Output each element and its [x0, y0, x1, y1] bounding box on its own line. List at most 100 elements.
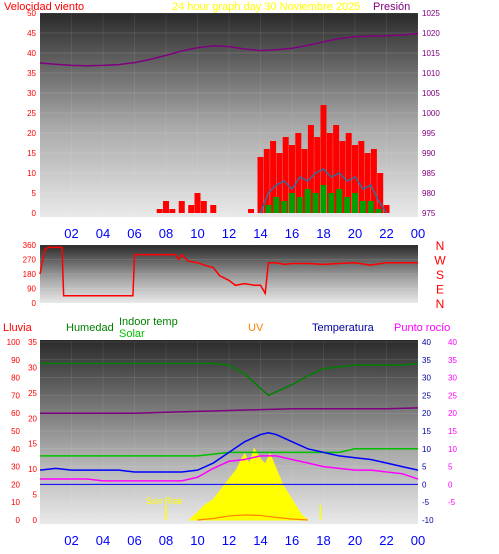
wind-green-bar-4	[289, 193, 295, 213]
gust-bar-29	[383, 205, 390, 213]
gust-bar-1	[163, 201, 169, 213]
gust-bar-14	[289, 145, 295, 213]
humidity-line	[40, 362, 419, 397]
hour-tick-bottom-16: 16	[285, 533, 299, 548]
wind-green-bar-1	[265, 205, 272, 213]
gust-bar-19	[320, 105, 327, 213]
hour-tick-bottom-02: 02	[64, 533, 78, 548]
pressure-line	[39, 32, 419, 67]
gust-bar-24	[352, 145, 358, 213]
gust-bar-21	[333, 125, 340, 213]
gust-bar-15	[295, 133, 302, 213]
wind-green-bar-6	[304, 189, 311, 213]
rain-tick-10: 10	[11, 498, 20, 507]
gust-bar-27	[370, 149, 377, 213]
gust-bar-2	[169, 209, 176, 213]
pressure-tick-1010: 1010	[422, 69, 440, 78]
temp-tick-30: 30	[422, 374, 431, 383]
gust-bar-20	[326, 133, 333, 213]
gust-bar-8	[248, 209, 255, 213]
rain-tick-20: 20	[11, 480, 20, 489]
dew-tick-40: 40	[448, 338, 457, 347]
hour-tick-bottom-14: 14	[253, 533, 267, 548]
pressure-tick-980: 980	[422, 189, 436, 198]
wind-green-bar-10	[336, 189, 343, 213]
dir-tick-360: 360	[23, 241, 37, 250]
rain-tick-30: 30	[11, 463, 20, 472]
pressure-tick-1020: 1020	[422, 29, 440, 38]
wind-tick-45: 45	[27, 29, 36, 38]
wind-green-bar-2	[273, 197, 280, 213]
temp-tick-5: 5	[422, 463, 427, 472]
solar-legend: Solar	[119, 328, 145, 340]
hour-tick-top-16: 16	[285, 226, 299, 241]
gust-bar-26	[364, 153, 371, 213]
compass-3: E	[436, 283, 444, 297]
hour-tick-bottom-00: 00	[411, 533, 425, 548]
hour-tick-top-20: 20	[348, 226, 362, 241]
solar-tick-20: 20	[28, 414, 37, 423]
rain-tick-40: 40	[11, 445, 20, 454]
wind-avg-line	[259, 168, 388, 214]
hour-tick-top-02: 02	[64, 226, 78, 241]
wind-tick-0: 0	[32, 209, 37, 218]
temperature-legend: Temperatura	[312, 322, 375, 334]
gust-bar-23	[345, 133, 352, 213]
pressure-tick-1015: 1015	[422, 49, 440, 58]
wind-tick-15: 15	[27, 149, 36, 158]
pressure-tick-995: 995	[422, 129, 436, 138]
pressure-tick-975: 975	[422, 209, 436, 218]
solar-tick-0: 0	[33, 516, 38, 525]
compass-1: W	[434, 254, 446, 268]
dir-tick-180: 180	[23, 270, 37, 279]
hour-tick-top-18: 18	[316, 226, 330, 241]
gust-bar-7	[210, 205, 217, 213]
solar-tick-15: 15	[28, 440, 37, 449]
gust-bar-16	[301, 149, 308, 213]
temp-tick-0: 0	[422, 480, 427, 489]
pressure-tick-985: 985	[422, 169, 436, 178]
wind-tick-20: 20	[27, 129, 36, 138]
temperature-line	[39, 432, 419, 473]
temp-tick-20: 20	[422, 409, 431, 418]
dir-tick-0: 0	[32, 299, 37, 308]
hour-tick-top-14: 14	[253, 226, 267, 241]
solar-tick-30: 30	[28, 363, 37, 372]
wind-green-bar-14	[367, 201, 374, 213]
wind-tick-50: 50	[27, 9, 36, 18]
rain-tick-80: 80	[11, 374, 20, 383]
wind-green-bar-9	[328, 193, 335, 213]
dew-tick-0: 0	[448, 480, 453, 489]
humidity-legend: Humedad	[66, 322, 114, 334]
rain-tick-70: 70	[11, 391, 20, 400]
gust-bar-3	[178, 201, 185, 213]
hour-tick-bottom-08: 08	[159, 533, 173, 548]
dew-tick-15: 15	[448, 427, 457, 436]
pressure-tick-1025: 1025	[422, 9, 440, 18]
indoor-legend: Indoor temp	[119, 316, 178, 328]
gust-bar-6	[200, 201, 207, 213]
hour-tick-bottom-22: 22	[379, 533, 393, 548]
temp-tick-40: 40	[422, 338, 431, 347]
solar-tick-5: 5	[33, 491, 38, 500]
wind-green-bar-13	[359, 201, 366, 213]
hour-tick-bottom-12: 12	[222, 533, 236, 548]
compass-2: S	[436, 268, 444, 282]
hour-tick-bottom-06: 06	[127, 533, 141, 548]
temp-tick-10: 10	[422, 445, 431, 454]
gust-bar-17	[307, 125, 314, 213]
gust-bar-28	[377, 173, 384, 213]
hour-tick-top-10: 10	[190, 226, 204, 241]
gust-bar-11	[270, 141, 277, 213]
temp-tick-35: 35	[422, 356, 431, 365]
wind-green-bar-11	[344, 197, 351, 213]
chart-title: 24 hour graph day 30 Noviembre 2025	[172, 1, 360, 13]
pressure-line-lower	[40, 407, 419, 414]
solar-tick-10: 10	[28, 465, 37, 474]
temp-tick-25: 25	[422, 391, 431, 400]
gust-bar-4	[188, 205, 195, 213]
uv-legend: UV	[248, 322, 264, 334]
dew-tick-5: 5	[448, 463, 453, 472]
pressure-tick-1000: 1000	[422, 109, 440, 118]
